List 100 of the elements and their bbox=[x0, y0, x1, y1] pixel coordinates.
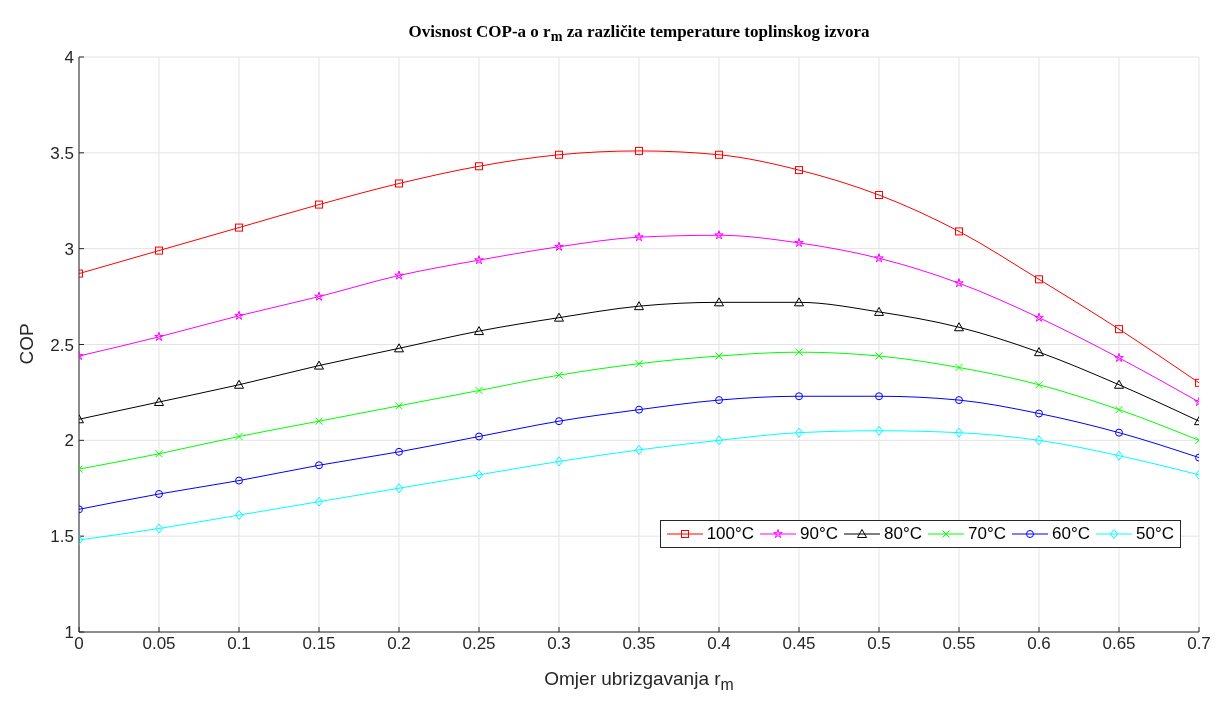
point bbox=[475, 386, 483, 395]
x-tick-label: 0.45 bbox=[782, 634, 816, 654]
point bbox=[395, 179, 403, 188]
y-tick-label: 3 bbox=[64, 239, 74, 259]
point bbox=[715, 396, 723, 405]
point bbox=[475, 469, 483, 480]
y-tick-label: 3.5 bbox=[50, 143, 74, 163]
point bbox=[875, 392, 883, 401]
point bbox=[954, 322, 964, 332]
point bbox=[235, 510, 243, 521]
x-axis-title: Omjer ubrizgavanja r$_{m}$ bbox=[543, 668, 735, 694]
point bbox=[315, 496, 323, 507]
legend-label: 90°C bbox=[800, 524, 839, 544]
point bbox=[235, 223, 243, 232]
point bbox=[635, 444, 643, 455]
point bbox=[395, 447, 403, 456]
point bbox=[315, 461, 323, 470]
point bbox=[1034, 347, 1044, 357]
point bbox=[794, 297, 804, 307]
point bbox=[634, 232, 644, 242]
point bbox=[795, 166, 803, 175]
y-tick-label: 1.5 bbox=[50, 527, 74, 547]
point bbox=[235, 476, 243, 485]
point bbox=[714, 230, 724, 240]
point bbox=[1115, 428, 1123, 437]
point bbox=[554, 312, 564, 322]
point bbox=[155, 490, 163, 498]
point bbox=[155, 523, 163, 534]
point bbox=[1034, 312, 1044, 322]
point bbox=[1035, 380, 1043, 389]
point bbox=[795, 427, 803, 438]
legend-label: 70°C bbox=[968, 524, 1007, 544]
legend-label: 100°C bbox=[706, 524, 755, 544]
x-tick-label: 0.3 bbox=[547, 634, 571, 654]
x-tick-label: 0.2 bbox=[387, 634, 411, 654]
point bbox=[394, 270, 404, 280]
point bbox=[155, 449, 163, 458]
point bbox=[555, 371, 563, 380]
point bbox=[154, 331, 164, 341]
x-tick-label: 0 bbox=[74, 634, 84, 654]
point bbox=[155, 246, 163, 255]
x-tick-label: 0.5 bbox=[867, 634, 891, 654]
x-tick-label: 0.4 bbox=[707, 634, 731, 654]
point bbox=[555, 417, 563, 426]
point bbox=[715, 435, 723, 446]
point bbox=[315, 200, 323, 209]
x-tick-label: 0.65 bbox=[1102, 634, 1136, 654]
x-tick-label: 0.55 bbox=[942, 634, 976, 654]
y-tick-label: 2 bbox=[64, 431, 74, 451]
x-tick-label: 0.15 bbox=[302, 634, 336, 654]
point bbox=[874, 306, 884, 316]
x-tick-label: 0.1 bbox=[227, 634, 251, 654]
point bbox=[954, 278, 964, 288]
point bbox=[1114, 352, 1124, 363]
point bbox=[955, 363, 963, 372]
point bbox=[154, 397, 164, 406]
point bbox=[1115, 450, 1123, 461]
point bbox=[555, 456, 563, 467]
point bbox=[1035, 275, 1043, 284]
point bbox=[315, 417, 323, 426]
point bbox=[1115, 325, 1123, 334]
x-tick-label: 0.7 bbox=[1187, 634, 1211, 654]
point bbox=[475, 162, 483, 171]
point bbox=[1114, 379, 1124, 389]
point bbox=[1035, 409, 1043, 418]
point bbox=[635, 146, 643, 155]
point bbox=[714, 297, 724, 307]
y-axis-title: COP bbox=[15, 322, 38, 365]
point bbox=[554, 241, 564, 251]
point bbox=[1115, 405, 1123, 414]
point bbox=[314, 360, 324, 370]
point bbox=[875, 191, 883, 199]
y-tick-label: 1 bbox=[64, 623, 74, 643]
point bbox=[235, 432, 243, 441]
point bbox=[795, 392, 803, 401]
x-tick-label: 0.25 bbox=[462, 634, 496, 654]
point bbox=[314, 291, 324, 301]
point bbox=[475, 432, 483, 441]
x-tick-label: 0.35 bbox=[622, 634, 656, 654]
point bbox=[955, 427, 963, 438]
x-tick-label: 0.05 bbox=[142, 634, 176, 654]
point bbox=[474, 326, 484, 336]
point bbox=[715, 150, 723, 159]
point bbox=[634, 301, 644, 311]
point bbox=[474, 255, 484, 265]
legend-label: 80°C bbox=[884, 524, 923, 544]
point bbox=[395, 401, 403, 410]
point bbox=[394, 343, 404, 353]
point bbox=[874, 253, 884, 263]
point bbox=[234, 310, 244, 320]
point bbox=[234, 379, 244, 389]
point bbox=[795, 348, 803, 357]
point bbox=[635, 359, 643, 368]
point bbox=[395, 483, 403, 494]
legend-label: 50°C bbox=[1136, 524, 1174, 544]
x-tick-label: 0.6 bbox=[1027, 634, 1051, 654]
point bbox=[875, 425, 883, 436]
point bbox=[555, 150, 563, 159]
chart-title: Ovisnost COP-a o r$_{m}$ za različite temperature toplinskog izvora bbox=[407, 22, 871, 46]
point bbox=[1035, 435, 1043, 446]
